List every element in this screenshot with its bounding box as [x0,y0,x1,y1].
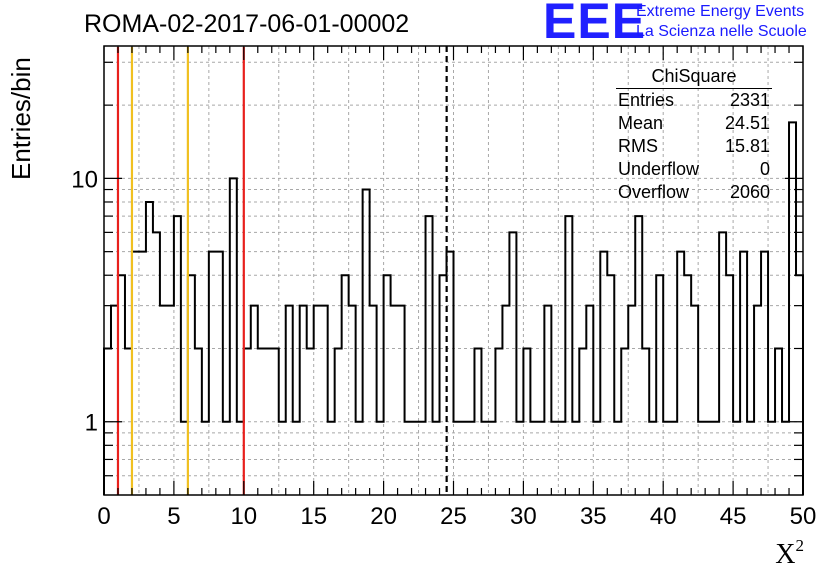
x-axis-label-text: X [775,539,796,570]
stats-box-title: ChiSquare [616,66,772,89]
stats-box: ChiSquare Entries 2331 Mean 24.51 RMS 15.81… [610,66,778,205]
x-tick-label: 40 [650,503,677,530]
y-axis-label: Entries/bin [6,57,36,180]
x-tick-label: 35 [580,503,607,530]
stats-value: 15.81 [724,136,770,156]
stats-value: 24.51 [724,113,770,133]
y-tick-label: 1 [85,410,98,437]
x-tick-label: 50 [790,503,817,530]
x-axis-label: X2 [775,536,804,571]
eee-logo-mark: EEE [543,0,647,49]
x-tick-label: 0 [97,503,110,530]
x-tick-label: 20 [370,503,397,530]
stats-value: 2060 [729,182,770,202]
x-tick-label: 25 [440,503,467,530]
x-tick-label: 15 [300,503,327,530]
stats-label: Overflow [618,182,690,202]
x-tick-label: 10 [230,503,257,530]
histogram-series [103,121,804,495]
logo-line-2: La Scienza nelle Scuole [636,23,807,40]
stats-row-rms: RMS 15.81 [610,136,778,159]
x-tick-label: 5 [167,503,180,530]
y-tick-label: 10 [71,166,98,193]
stats-row-underflow: Underflow 0 [610,159,778,182]
stats-row-entries: Entries 2331 [610,90,778,113]
stats-value: 0 [759,159,770,179]
stats-label: RMS [618,136,658,156]
stats-row-overflow: Overflow 2060 [610,182,778,205]
stats-row-mean: Mean 24.51 [610,113,778,136]
stats-value: 2331 [729,90,770,110]
stats-label: Underflow [618,159,700,179]
stats-label: Mean [618,113,664,133]
x-tick-label: 45 [720,503,747,530]
x-axis-label-superscript: 2 [795,536,805,555]
logo-line-1: Extreme Energy Events [636,3,805,20]
plot-title: ROMA-02-2017-06-01-00002 [84,10,410,38]
x-tick-label: 30 [510,503,537,530]
stats-label: Entries [618,90,675,110]
